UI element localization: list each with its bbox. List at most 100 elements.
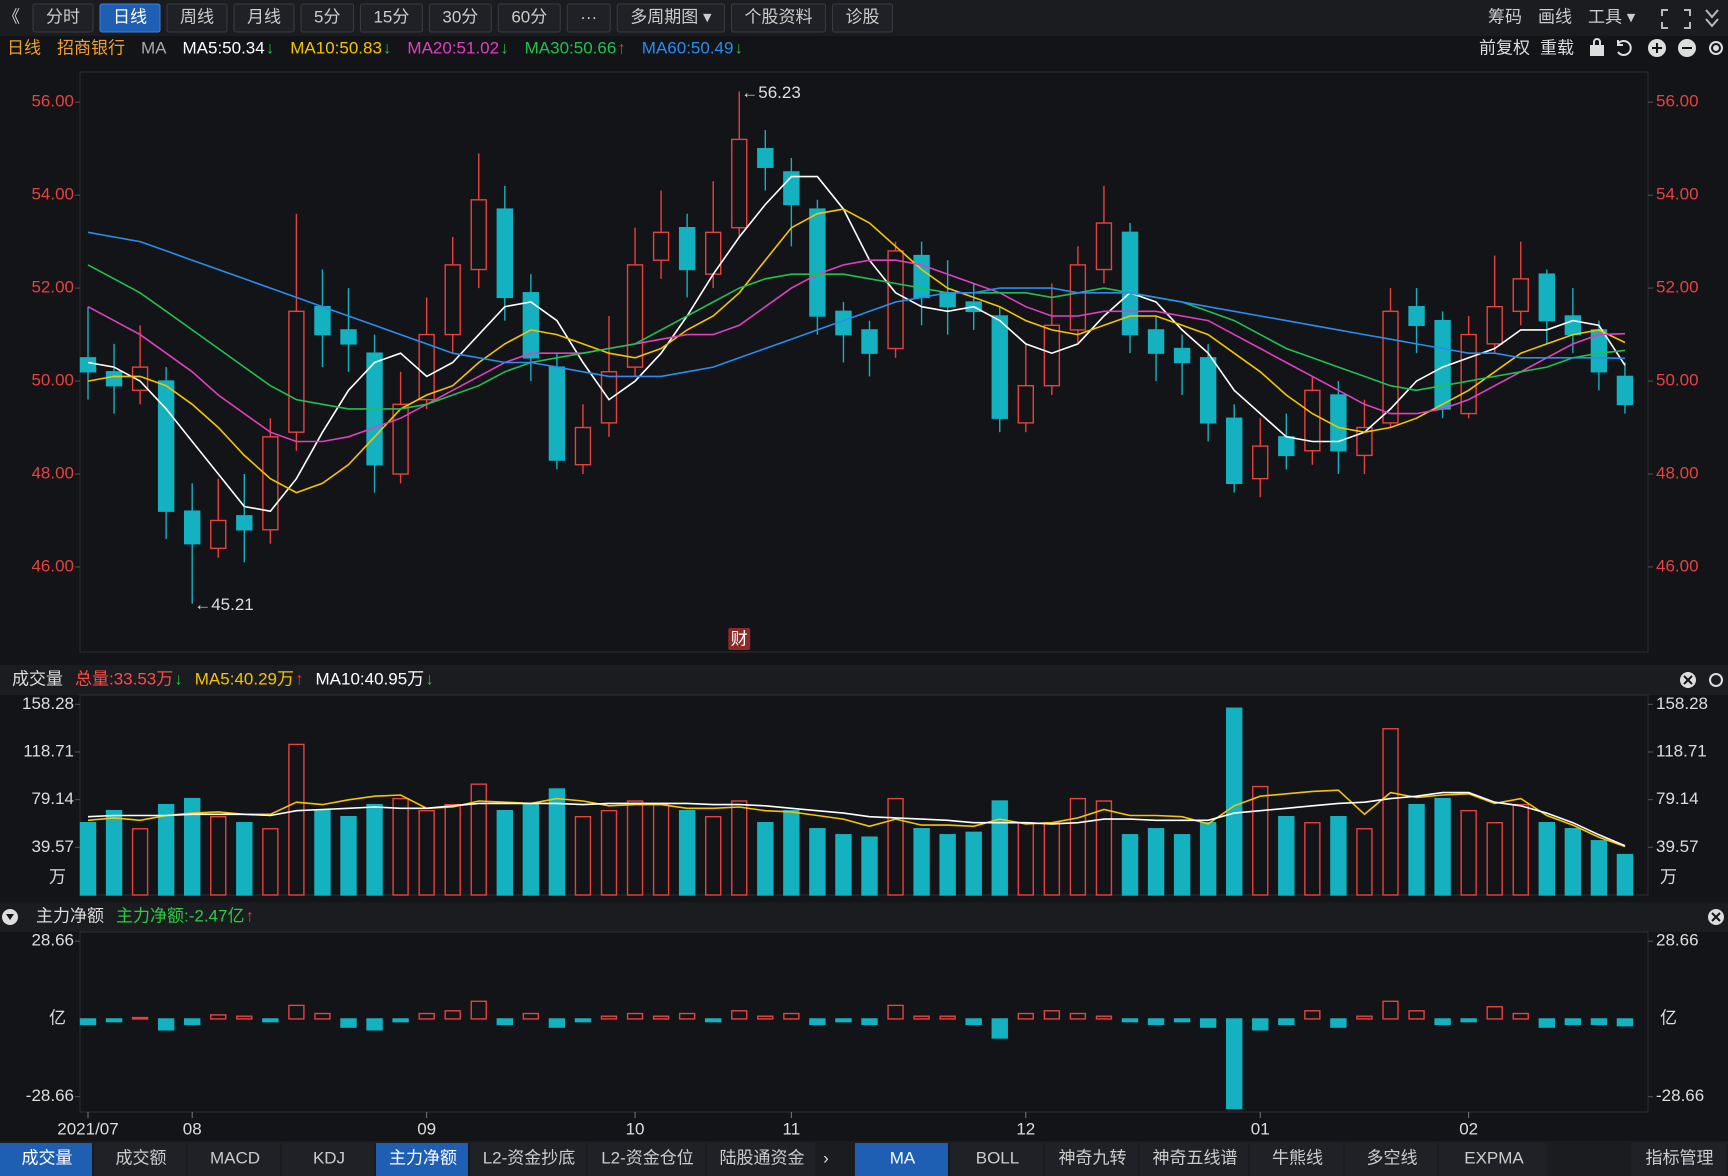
- indicator-tab-bg[interactable]: [950, 1143, 1043, 1176]
- fullscreen-icon[interactable]: [1661, 9, 1691, 29]
- bar: [1616, 853, 1634, 896]
- indicator-tab[interactable]: 成交量: [22, 1148, 73, 1167]
- collapse-icon[interactable]: [1705, 9, 1719, 28]
- bar: [1121, 1018, 1139, 1023]
- indicator-tab-bg[interactable]: [470, 1143, 586, 1176]
- indicator-tab-bg[interactable]: [1140, 1143, 1248, 1176]
- y-tick-label: -28.66: [26, 1086, 74, 1105]
- volume-settings-icon[interactable]: [1709, 673, 1723, 687]
- tabs-scroll-arrow[interactable]: ›: [823, 1148, 829, 1167]
- y-tick-label: 79.14: [31, 789, 74, 808]
- indicator-tab[interactable]: 成交额: [116, 1148, 167, 1167]
- indicator-tab[interactable]: 指标管理: [1646, 1148, 1714, 1167]
- legend-item: 总量:33.53万: [75, 669, 173, 688]
- period-tab-bg: [616, 3, 725, 33]
- indicator-tab[interactable]: KDJ: [313, 1148, 345, 1167]
- period-tab[interactable]: 个股资料: [744, 7, 812, 26]
- legend-item: MA30:50.66: [525, 38, 617, 57]
- bar: [548, 1018, 566, 1028]
- event-marker-bg[interactable]: [728, 628, 751, 650]
- indicator-tab[interactable]: L2-资金仓位: [601, 1148, 694, 1167]
- period-tab[interactable]: 分时: [46, 7, 80, 26]
- bar: [1330, 1018, 1347, 1028]
- period-tab[interactable]: 诊股: [845, 7, 879, 26]
- bar: [705, 815, 722, 896]
- indicator-tab-bg[interactable]: [588, 1143, 705, 1176]
- indicator-tab[interactable]: 神奇九转: [1059, 1148, 1127, 1167]
- bar: [1538, 1018, 1556, 1028]
- period-tab[interactable]: 周线: [180, 7, 214, 26]
- indicator-tab[interactable]: 主力净额: [389, 1148, 457, 1167]
- bar: [522, 803, 540, 896]
- candle-body: [1017, 385, 1034, 424]
- bar: [1356, 828, 1373, 896]
- bar: [418, 809, 435, 896]
- indicator-tab-bg[interactable]: [1439, 1143, 1547, 1176]
- indicator-tab[interactable]: MA: [890, 1148, 916, 1167]
- indicator-tab-bg[interactable]: [376, 1143, 468, 1176]
- bar: [105, 809, 123, 896]
- toolbar-menu[interactable]: 画线: [1538, 7, 1572, 26]
- indicator-tab[interactable]: 多空线: [1367, 1148, 1418, 1167]
- bar: [1069, 797, 1087, 896]
- back-button[interactable]: 《: [3, 7, 20, 26]
- settings-icon[interactable]: [1709, 41, 1723, 55]
- bar: [1173, 834, 1191, 896]
- indicator-tab-bg[interactable]: [707, 1143, 815, 1176]
- x-tick-label: 2021/07: [57, 1119, 118, 1138]
- adjust-option[interactable]: 重载: [1540, 38, 1574, 57]
- ma-line: [87, 175, 1626, 513]
- y-tick-label: 158.28: [1656, 694, 1708, 713]
- undo-icon[interactable]: [1617, 40, 1632, 56]
- x-tick-label: 08: [183, 1119, 202, 1138]
- indicator-tab-bg[interactable]: [94, 1143, 186, 1176]
- period-tab-bg: [566, 3, 611, 33]
- period-tab[interactable]: 60分: [511, 7, 547, 26]
- bar: [131, 1016, 149, 1020]
- indicator-tab[interactable]: 陆股通资金: [720, 1148, 805, 1167]
- period-tab[interactable]: 日线: [113, 7, 147, 26]
- indicator-tab-bg[interactable]: [1250, 1143, 1343, 1176]
- period-tab-bg: [428, 3, 492, 33]
- indicator-tab-bg[interactable]: [1045, 1143, 1138, 1176]
- bar: [1382, 728, 1399, 896]
- indicator-tab-bg[interactable]: [1631, 1143, 1726, 1176]
- indicator-tab-bg[interactable]: [0, 1143, 92, 1176]
- period-tab[interactable]: 月线: [247, 7, 281, 26]
- indicator-tab[interactable]: 牛熊线: [1272, 1148, 1323, 1167]
- indicator-tab[interactable]: 神奇五线谱: [1153, 1148, 1238, 1167]
- zoom-in-plus: [1652, 43, 1662, 53]
- candle-body: [1460, 333, 1477, 415]
- bar: [105, 1018, 123, 1023]
- indicator-tab[interactable]: MACD: [210, 1148, 260, 1167]
- indicator-tab-bg[interactable]: [855, 1143, 948, 1176]
- bar: [731, 800, 748, 896]
- toolbar-menu[interactable]: 工具 ▾: [1588, 7, 1636, 26]
- indicator-tab[interactable]: EXPMA: [1464, 1148, 1524, 1167]
- period-tab[interactable]: 15分: [373, 7, 409, 26]
- period-tab-bg: [166, 3, 228, 33]
- bar: [496, 809, 513, 896]
- bar: [965, 1018, 982, 1026]
- indicator-tab-bg[interactable]: [188, 1143, 280, 1176]
- bar: [1434, 797, 1451, 896]
- indicator-tab[interactable]: L2-资金抄底: [483, 1148, 576, 1167]
- bar: [913, 828, 930, 896]
- period-tab[interactable]: ···: [580, 7, 597, 26]
- lock-shackle: [1593, 38, 1601, 46]
- candle-body: [1252, 445, 1269, 480]
- candle-body: [1382, 310, 1399, 424]
- period-tab[interactable]: 5分: [314, 7, 340, 26]
- period-tab[interactable]: 多周期图 ▾: [630, 7, 712, 26]
- indicator-tab-bg[interactable]: [282, 1143, 374, 1176]
- indicator-tab-bg[interactable]: [1345, 1143, 1437, 1176]
- adjust-option[interactable]: 前复权: [1479, 38, 1530, 57]
- bar: [678, 1012, 696, 1020]
- toolbar-menu[interactable]: 筹码: [1488, 7, 1522, 26]
- bar: [1330, 815, 1347, 896]
- period-tab[interactable]: 30分: [442, 7, 478, 26]
- info-icons: [1590, 38, 1723, 57]
- event-marker[interactable]: 财: [731, 629, 748, 648]
- lock-icon[interactable]: [1590, 45, 1604, 56]
- indicator-tab[interactable]: BOLL: [976, 1148, 1019, 1167]
